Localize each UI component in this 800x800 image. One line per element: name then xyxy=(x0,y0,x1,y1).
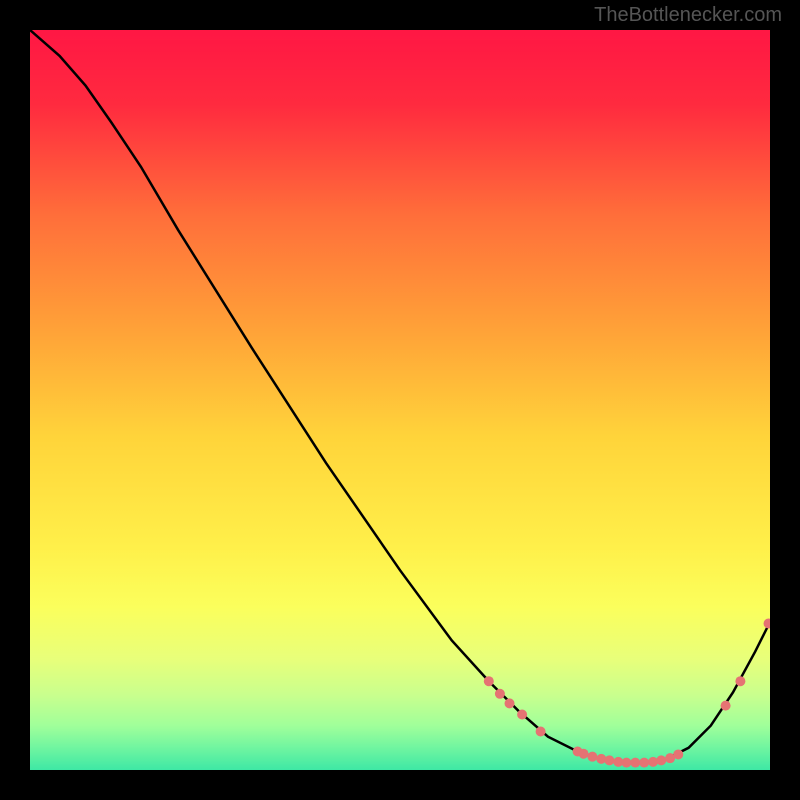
data-marker xyxy=(656,755,666,765)
data-marker xyxy=(495,689,505,699)
data-marker xyxy=(630,758,640,768)
data-marker xyxy=(517,710,527,720)
data-marker xyxy=(639,758,649,768)
data-marker xyxy=(505,698,515,708)
plot-area xyxy=(30,30,770,770)
data-marker xyxy=(721,701,731,711)
data-marker xyxy=(604,755,614,765)
data-marker xyxy=(764,618,770,628)
curve-layer xyxy=(30,30,770,770)
data-marker xyxy=(621,758,631,768)
data-marker xyxy=(673,749,683,759)
data-marker xyxy=(735,676,745,686)
watermark-text: TheBottlenecker.com xyxy=(594,4,782,27)
data-markers xyxy=(484,618,770,767)
data-marker xyxy=(484,676,494,686)
data-marker xyxy=(587,752,597,762)
chart-container: TheBottlenecker.com xyxy=(0,0,800,800)
bottleneck-curve xyxy=(30,30,770,763)
data-marker xyxy=(536,727,546,737)
data-marker xyxy=(579,749,589,759)
